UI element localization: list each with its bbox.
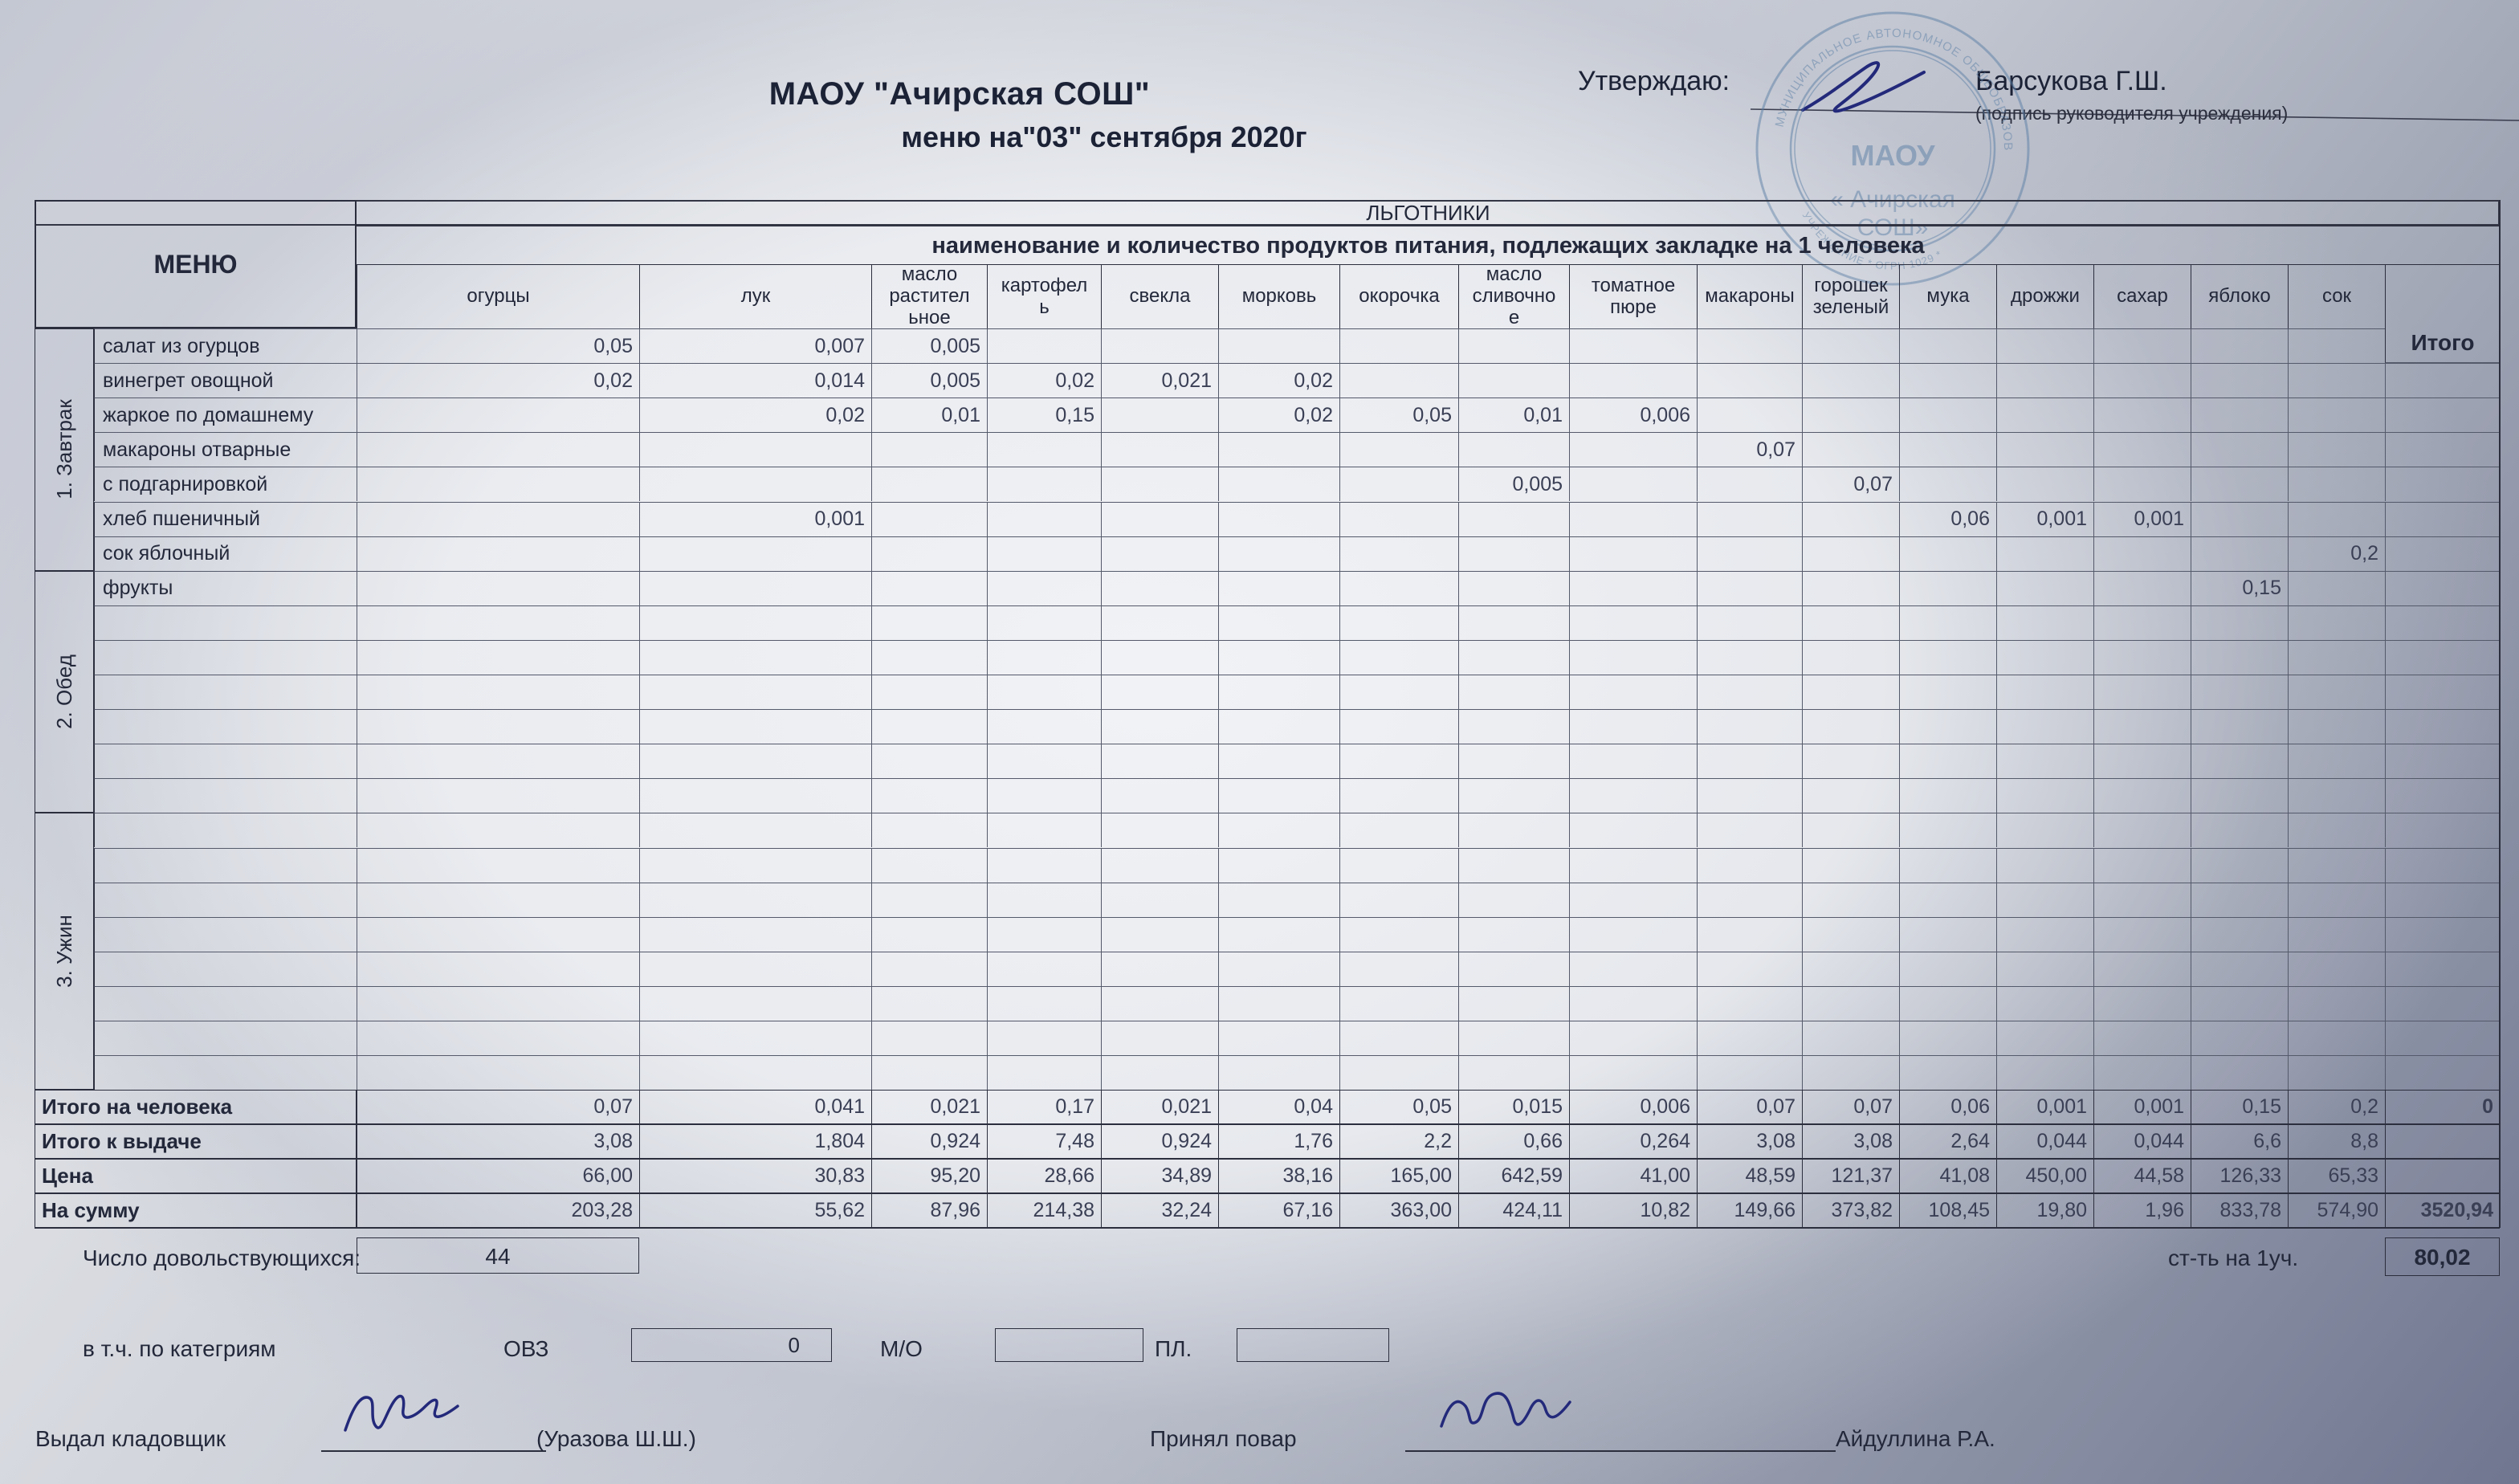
svg-text:МАОУ: МАОУ bbox=[1850, 139, 1935, 172]
svg-text:МУНИЦИПАЛЬНОЕ АВТОНОМНОЕ ОБЩЕО: МУНИЦИПАЛЬНОЕ АВТОНОМНОЕ ОБЩЕОБРАЗОВАТЕЛ… bbox=[1751, 6, 2015, 151]
